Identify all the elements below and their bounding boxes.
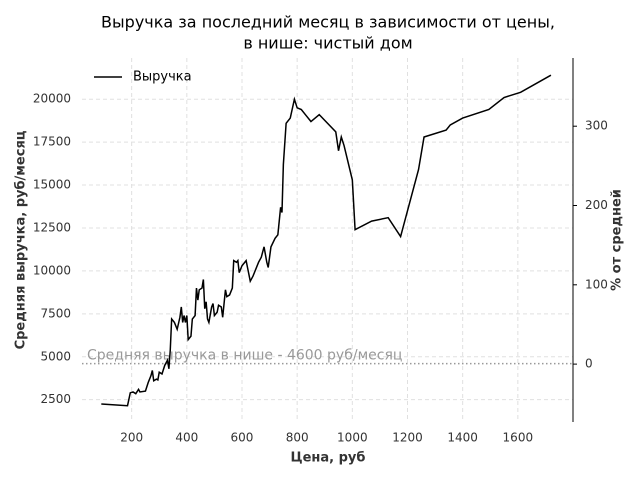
y2-axis-label: % от средней (610, 189, 625, 291)
y-tick-label: 5000 (40, 349, 71, 363)
legend-label: Выручка (133, 70, 192, 85)
x-tick-label: 800 (286, 431, 309, 445)
y2-tick-label: 300 (585, 119, 608, 133)
y-tick-label: 2500 (40, 392, 71, 406)
y-tick-label: 12500 (33, 220, 71, 234)
x-tick-label: 400 (175, 431, 198, 445)
chart-title: в нише: чистый дом (243, 34, 412, 53)
y-tick-label: 7500 (40, 306, 71, 320)
line-series (101, 74, 552, 407)
x-tick-label: 1400 (447, 431, 478, 445)
reference-label: Средняя выручка в нише - 4600 руб/месяц (87, 348, 402, 364)
x-tick-label: 1200 (392, 431, 423, 445)
y-tick-label: 15000 (33, 178, 71, 192)
y2-tick-label: 200 (585, 198, 608, 212)
x-tick-label: 200 (120, 431, 143, 445)
chart-title: Выручка за последний месяц в зависимости… (101, 13, 555, 32)
y-tick-label: 10000 (33, 263, 71, 277)
y2-tick-label: 0 (585, 357, 593, 371)
y-tick-label: 17500 (33, 135, 71, 149)
x-tick-label: 600 (231, 431, 254, 445)
x-axis-label: Цена, руб (291, 451, 366, 466)
x-tick-label: 1000 (337, 431, 368, 445)
y2-tick-label: 100 (585, 277, 608, 291)
y-tick-label: 20000 (33, 92, 71, 106)
y-axis-label: Средняя выручка, руб/месяц (14, 130, 29, 349)
x-tick-label: 1600 (503, 431, 534, 445)
